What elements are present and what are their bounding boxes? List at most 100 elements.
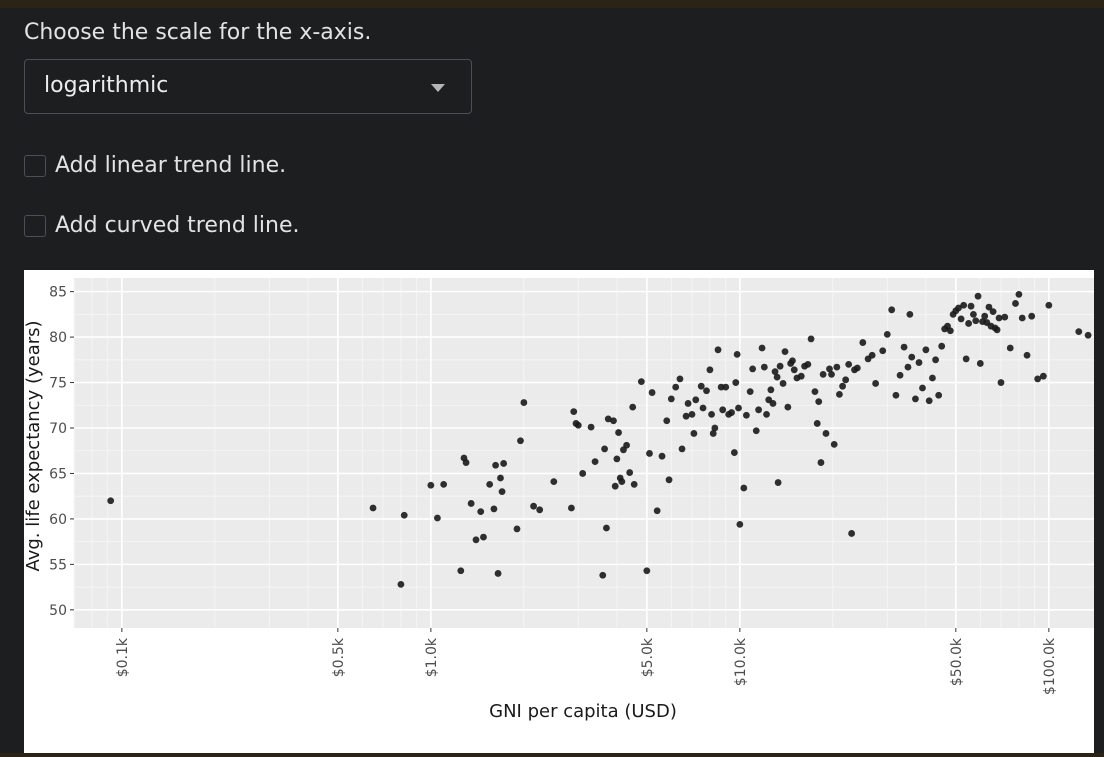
chevron-down-icon[interactable]	[431, 84, 445, 92]
data-point	[760, 363, 768, 371]
data-point	[774, 479, 782, 486]
data-point	[492, 461, 499, 469]
data-point	[665, 476, 673, 484]
data-point	[682, 412, 690, 420]
data-point	[643, 567, 651, 575]
data-point	[728, 409, 735, 416]
y-tick-label: 80	[49, 330, 67, 346]
data-point	[790, 366, 798, 374]
data-point	[826, 365, 833, 373]
data-point	[779, 380, 787, 387]
data-point	[781, 348, 789, 356]
data-point	[804, 360, 812, 368]
data-point	[676, 375, 684, 383]
data-point	[740, 484, 748, 492]
data-point	[758, 344, 766, 352]
data-point	[839, 382, 846, 390]
data-point	[603, 524, 610, 532]
data-point	[736, 520, 744, 528]
data-point	[1028, 312, 1036, 320]
data-point	[915, 359, 923, 366]
data-point	[520, 399, 528, 406]
y-tick-label: 50	[49, 603, 67, 619]
curved-trend-checkbox[interactable]	[24, 215, 46, 237]
data-point	[815, 398, 823, 406]
data-point	[601, 445, 609, 453]
data-point	[1039, 372, 1047, 380]
data-point	[486, 480, 494, 488]
data-point	[743, 411, 750, 419]
data-point	[719, 406, 727, 414]
data-point	[722, 383, 730, 391]
data-point	[985, 303, 993, 311]
x-scale-select[interactable]: logarithmic	[24, 59, 472, 114]
data-point	[568, 504, 575, 512]
data-point	[811, 388, 819, 396]
data-point	[965, 320, 973, 327]
data-point	[550, 478, 558, 486]
data-point	[763, 410, 770, 418]
data-point	[699, 404, 707, 412]
data-point	[995, 314, 1003, 322]
data-point	[653, 507, 661, 515]
data-point	[848, 530, 856, 537]
data-point	[477, 508, 485, 516]
data-point	[919, 384, 926, 392]
data-point	[868, 351, 876, 359]
data-point	[752, 427, 760, 435]
data-point	[678, 445, 686, 453]
data-point	[970, 310, 977, 318]
data-point	[842, 376, 850, 384]
x-tick-label: $0.5k	[331, 637, 347, 677]
data-point	[784, 403, 792, 411]
data-point	[427, 481, 435, 489]
data-point	[1034, 375, 1042, 383]
data-point	[733, 350, 741, 358]
data-point	[813, 420, 821, 427]
data-point	[735, 404, 742, 412]
data-point	[872, 380, 880, 387]
data-point	[623, 441, 630, 449]
data-point	[708, 410, 715, 418]
data-point	[434, 514, 441, 522]
data-point	[615, 429, 622, 436]
data-point	[845, 360, 853, 368]
data-point	[587, 423, 595, 431]
data-point	[989, 308, 997, 316]
data-point	[536, 506, 544, 514]
data-point	[684, 400, 692, 407]
data-point	[646, 450, 653, 457]
data-point	[773, 373, 781, 381]
data-point	[570, 408, 578, 416]
x-tick-label: $10.0k	[733, 637, 749, 686]
data-point	[967, 302, 975, 310]
data-point	[440, 480, 448, 488]
data-point	[833, 363, 841, 371]
data-point	[613, 455, 621, 463]
data-point	[629, 403, 637, 411]
data-point	[853, 364, 861, 372]
y-tick-label: 85	[49, 285, 67, 301]
y-axis-title: Avg. life expectancy (years)	[24, 320, 44, 571]
data-point	[769, 400, 777, 407]
data-point	[690, 430, 698, 437]
data-point	[517, 437, 524, 445]
data-point	[706, 366, 714, 374]
data-point	[688, 410, 696, 418]
data-point	[955, 304, 962, 312]
data-point	[626, 469, 634, 476]
data-point	[896, 371, 904, 379]
data-point	[1045, 301, 1053, 309]
y-tick-label: 75	[49, 376, 67, 392]
data-point	[709, 430, 717, 437]
data-point	[976, 360, 984, 367]
data-point	[667, 395, 675, 403]
data-point	[807, 335, 815, 343]
data-point	[1001, 313, 1009, 321]
x-tick-label: $50.0k	[949, 637, 965, 686]
scale-prompt-label: Choose the scale for the x-axis.	[24, 20, 372, 45]
linear-trend-checkbox[interactable]	[24, 155, 46, 177]
data-point	[836, 390, 843, 398]
data-point	[960, 301, 968, 309]
data-point	[630, 480, 638, 488]
